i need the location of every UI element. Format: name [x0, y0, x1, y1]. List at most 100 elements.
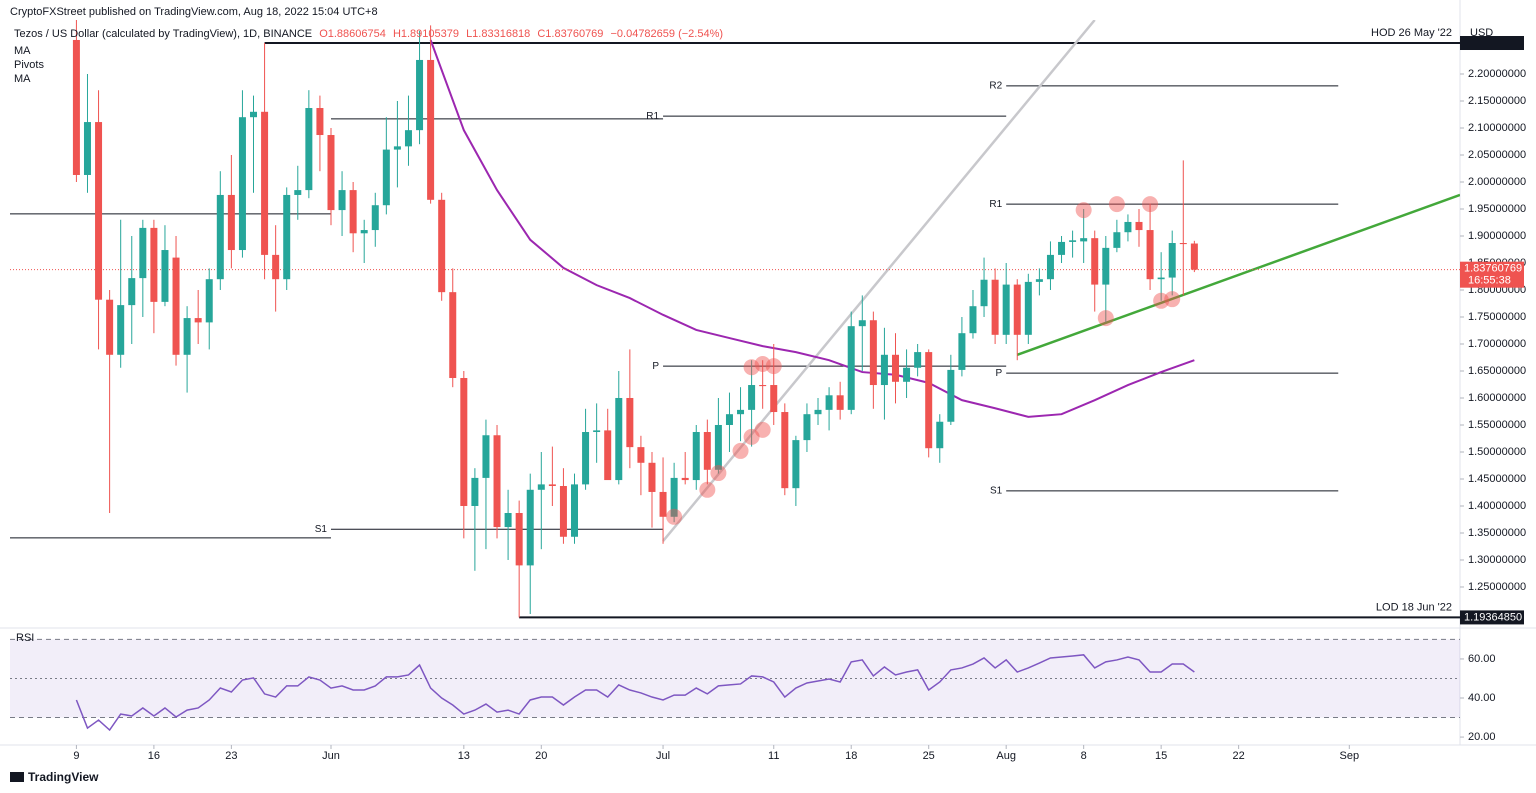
x-tick-label: 16: [148, 750, 160, 762]
symbol-title: Tezos / US Dollar (calculated by Trading…: [14, 28, 313, 40]
level-name: HOD 26 May '22: [1371, 27, 1452, 39]
candle-body: [349, 190, 357, 234]
x-tick-label: Jun: [322, 750, 340, 762]
annotation-marker: [754, 355, 771, 372]
y-tick-label: 2.10000000: [1468, 122, 1526, 134]
candle-body: [615, 397, 623, 481]
candle-body: [936, 421, 944, 449]
candle-body: [338, 190, 346, 211]
candle-body: [759, 385, 767, 387]
last-price-box: [1460, 261, 1524, 288]
candle-body: [316, 108, 324, 136]
candle-body: [670, 477, 678, 517]
rsi-tick-label: 40.00: [1468, 692, 1496, 704]
y-tick-label: 1.45000000: [1468, 473, 1526, 485]
y-tick-label: 1.30000000: [1468, 554, 1526, 566]
level-name: LOD 18 Jun '22: [1376, 601, 1452, 613]
candle-body: [227, 194, 235, 251]
candle-body: [1190, 243, 1198, 270]
annotation-marker: [1097, 310, 1114, 327]
indicator: MA: [14, 45, 31, 57]
trendline: [662, 20, 1096, 542]
candle-body: [471, 477, 479, 506]
candle-body: [1069, 240, 1077, 242]
candle-body: [382, 149, 390, 206]
candle-body: [161, 250, 169, 302]
x-tick-label: 25: [923, 750, 935, 762]
last-price-label: 1.83760769: [1464, 263, 1522, 275]
candle-body: [427, 59, 435, 200]
candle-body: [1091, 238, 1099, 285]
ohlc-close: C1.83760769: [537, 28, 604, 40]
y-tick-label: 1.55000000: [1468, 419, 1526, 431]
candle-body: [1046, 254, 1054, 280]
candle-body: [947, 369, 955, 422]
annotation-marker: [754, 421, 771, 438]
candle-body: [460, 378, 468, 506]
x-tick-label: 18: [845, 750, 857, 762]
candle-body: [106, 299, 114, 355]
y-tick-label: 1.40000000: [1468, 500, 1526, 512]
candle-body: [582, 432, 590, 485]
candle-body: [703, 432, 711, 470]
candle-body: [504, 513, 512, 528]
candle-body: [183, 318, 191, 355]
candle-body: [1024, 281, 1032, 335]
countdown-label: 16:55:38: [1468, 275, 1511, 287]
annotation-marker: [1108, 196, 1125, 213]
rsi-pane: [10, 638, 1460, 732]
candle-body: [438, 199, 446, 293]
y-tick-label: 1.70000000: [1468, 338, 1526, 350]
candle-body: [283, 194, 291, 280]
candle-body: [969, 306, 977, 334]
candle-body: [493, 435, 501, 528]
candle-body: [814, 409, 822, 415]
candle-body: [1179, 243, 1187, 245]
footer-brand: TradingView: [28, 770, 99, 784]
x-tick-label: 23: [225, 750, 237, 762]
annotation-marker: [666, 508, 683, 525]
candle-body: [1146, 230, 1154, 280]
pivot-label: R1: [646, 111, 659, 122]
axes: 2.20000000 2.15000000 2.10000000 2.05000000…: [73, 27, 1526, 762]
ohlc-change: −0.04782659 (−2.54%): [610, 28, 724, 40]
candle-body: [637, 447, 645, 463]
candle-body: [72, 39, 80, 175]
tv-logo: [10, 772, 24, 782]
candle-body: [1013, 284, 1021, 335]
indicator-list: MA Pivots MA: [14, 44, 44, 86]
annotation-marker: [1075, 202, 1092, 219]
candle-body: [548, 484, 556, 487]
x-tick-label: 9: [73, 750, 79, 762]
y-tick-label: 1.50000000: [1468, 446, 1526, 458]
candle-body: [1035, 279, 1043, 282]
candle-body: [825, 395, 833, 410]
x-tick-label: Aug: [996, 750, 1016, 762]
rsi-tick-label: 20.00: [1468, 731, 1496, 743]
annotation-marker: [1164, 291, 1181, 308]
candle-body: [117, 305, 125, 355]
level-price-label: 1.19364850: [1464, 611, 1522, 623]
y-tick-label: 1.90000000: [1468, 230, 1526, 242]
y-tick-label: 2.20000000: [1468, 68, 1526, 80]
candle-body: [526, 489, 534, 566]
candle-body: [858, 320, 866, 327]
y-tick-label: 2.00000000: [1468, 176, 1526, 188]
x-tick-label: Sep: [1340, 750, 1360, 762]
x-tick-label: 22: [1233, 750, 1245, 762]
candle-body: [714, 424, 722, 470]
currency: USD: [1470, 27, 1493, 39]
candle-body: [1157, 277, 1165, 280]
candle-body: [781, 412, 789, 489]
indicator: MA: [14, 73, 31, 85]
candle-body: [172, 257, 180, 355]
candle-body: [925, 352, 933, 449]
y-tick-label: 1.95000000: [1468, 203, 1526, 215]
y-tick-label: 1.65000000: [1468, 365, 1526, 377]
x-tick-label: Jul: [656, 750, 670, 762]
candle-body: [1002, 284, 1010, 335]
annotation-marker: [1142, 196, 1159, 213]
pivot-label: P: [652, 361, 659, 372]
candle-body: [903, 367, 911, 382]
